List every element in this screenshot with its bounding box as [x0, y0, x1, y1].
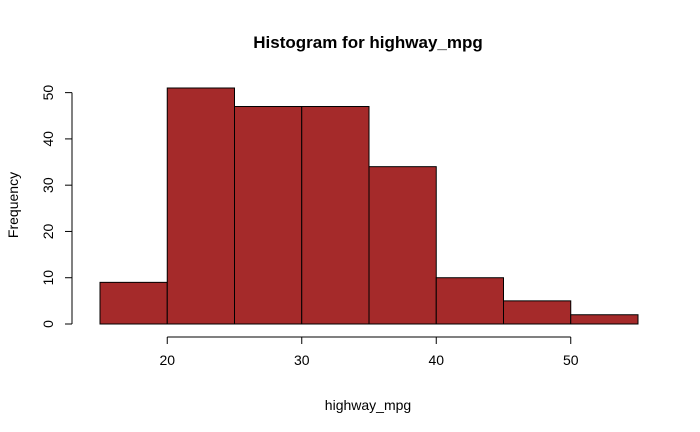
x-tick-label: 30 [294, 352, 310, 368]
histogram-bar-3 [234, 106, 303, 325]
y-tick-label: 30 [40, 177, 56, 193]
x-tick-label: 20 [159, 352, 175, 368]
histogram-bar-6 [435, 277, 504, 325]
histogram-bar-5 [368, 166, 437, 325]
x-axis: 20 30 40 50 [159, 336, 579, 368]
histogram-bar-1 [99, 281, 168, 325]
y-tick-label: 10 [40, 270, 56, 286]
histogram-bar-7 [503, 300, 572, 325]
x-tick-label: 40 [428, 352, 444, 368]
y-tick-label: 50 [40, 85, 56, 101]
y-tick-label: 40 [40, 131, 56, 147]
x-tick-label: 50 [563, 352, 579, 368]
histogram-bar-4 [301, 106, 370, 325]
y-axis: 0 10 20 30 40 50 [40, 85, 73, 328]
bars-group [99, 87, 639, 325]
y-axis-label: Frequency [5, 172, 21, 238]
y-tick-label: 0 [40, 320, 56, 328]
y-tick-label: 20 [40, 223, 56, 239]
chart-title: Histogram for highway_mpg [253, 33, 483, 52]
histogram-bar-8 [570, 314, 639, 325]
x-axis-label: highway_mpg [325, 397, 411, 413]
histogram-bar-2 [166, 87, 235, 325]
